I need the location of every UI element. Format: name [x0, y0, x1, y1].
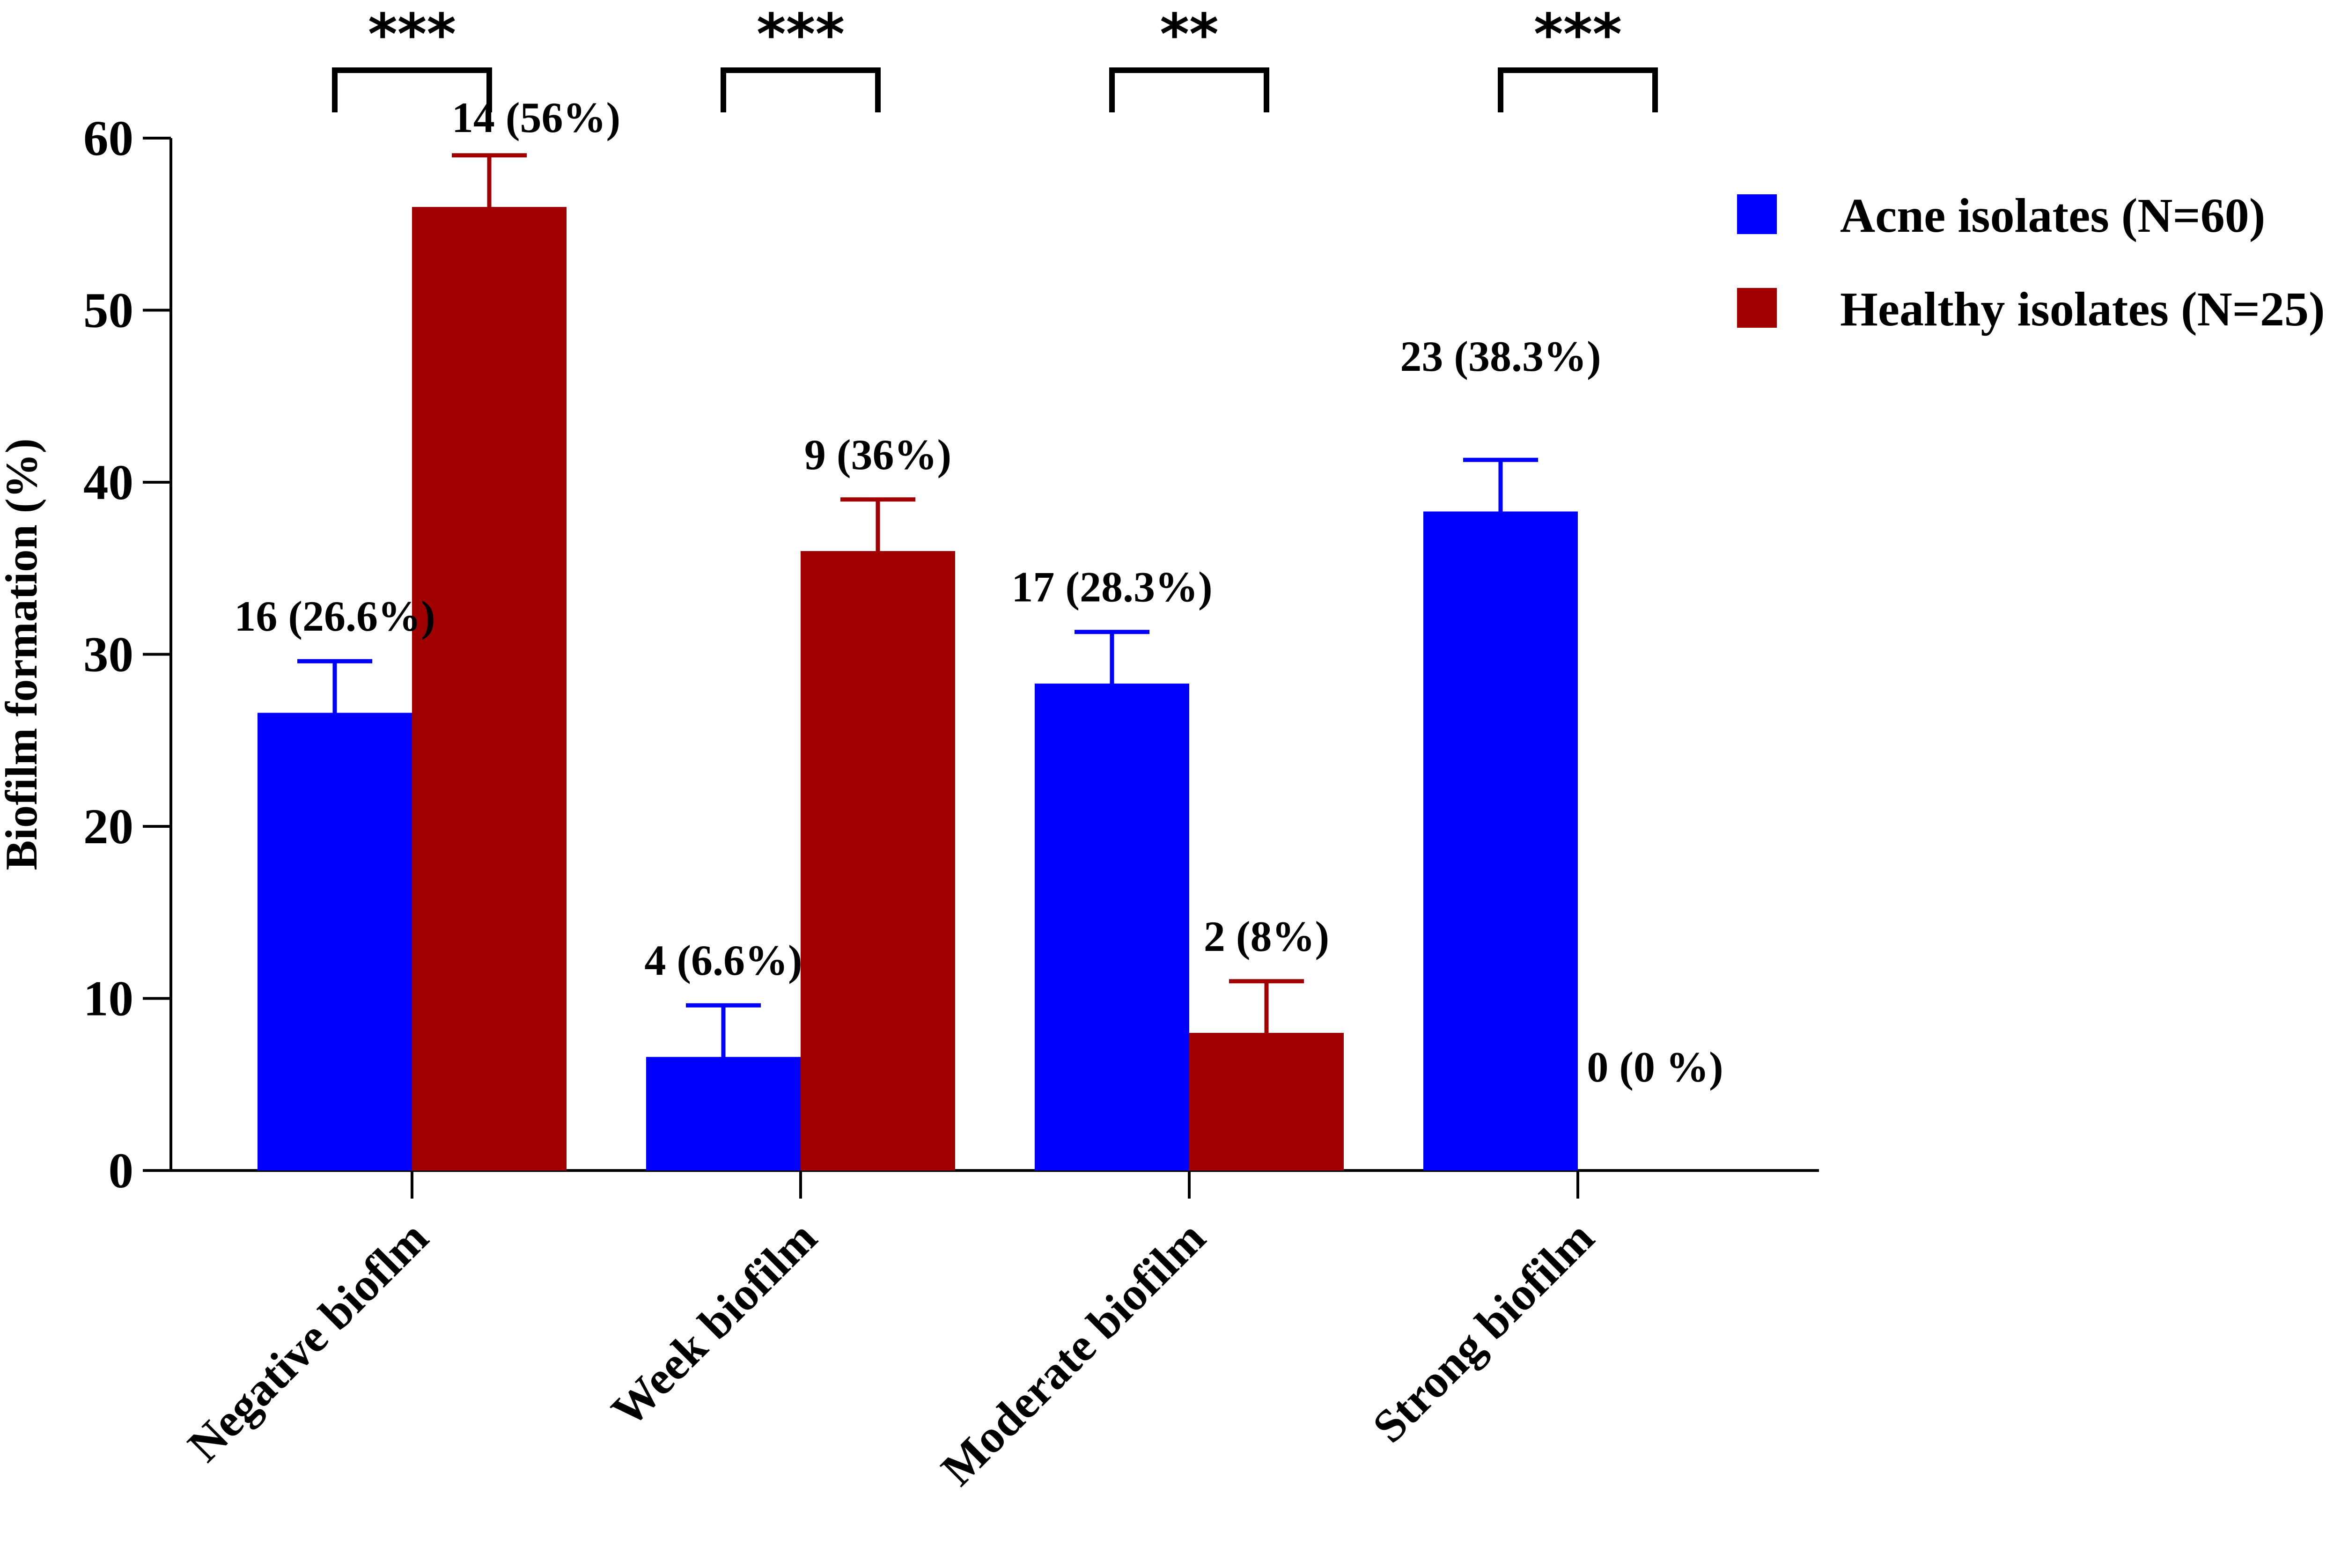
y-axis-label: Biofilm formation (%): [0, 438, 46, 870]
bar-acne: [258, 713, 412, 1170]
legend-swatch: [1737, 194, 1777, 234]
significance-bracket: [1498, 67, 1658, 112]
y-tick-label: 50: [83, 283, 133, 339]
data-label: 2 (8%): [1204, 913, 1329, 960]
data-label: 0 (0 %): [1587, 1043, 1723, 1091]
significance-brackets: *** *** ** ***: [332, 2, 1658, 112]
error-bars: [297, 153, 1538, 1057]
bar-healthy: [412, 207, 567, 1170]
significance-label: **: [1160, 2, 1219, 67]
y-tick-label: 20: [83, 799, 133, 854]
significance-bracket: [1109, 67, 1269, 112]
data-label: 17 (28.3%): [1011, 563, 1212, 611]
bar-acne: [1423, 511, 1578, 1170]
significance-label: ***: [1534, 2, 1622, 67]
bar-acne: [1035, 683, 1189, 1170]
y-tick-label: 10: [83, 972, 133, 1027]
significance-bracket: [721, 67, 881, 112]
data-labels: 16 (26.6%) 4 (6.6%) 17 (28.3%) 23 (38.3%) 14…: [234, 94, 1723, 1091]
significance-bracket: [332, 67, 492, 112]
y-tick-label: 60: [83, 111, 133, 166]
bars: [258, 207, 1578, 1170]
y-tick-label: 30: [83, 627, 133, 683]
data-label: 4 (6.6%): [644, 936, 802, 984]
data-label: 16 (26.6%): [234, 592, 435, 640]
data-label: 9 (36%): [804, 431, 951, 478]
data-label: 14 (56%): [452, 94, 620, 141]
bar-healthy: [801, 551, 955, 1170]
x-tick-label: Week biofilm: [601, 1211, 826, 1436]
legend-label: Healthy isolates (N=25): [1840, 282, 2325, 336]
x-tick-label: Negative bioflm: [178, 1211, 438, 1472]
legend: Acne isolates (N=60) Healthy isolates (N=…: [1737, 189, 2325, 336]
y-tick-label: 40: [83, 455, 133, 510]
significance-label: ***: [368, 2, 456, 67]
x-tick-label: Strong biofilm: [1362, 1211, 1604, 1452]
bar-acne: [646, 1057, 801, 1170]
data-label: 23 (38.3%): [1400, 332, 1601, 380]
significance-label: ***: [757, 2, 845, 67]
bar-healthy: [1189, 1033, 1344, 1170]
legend-swatch: [1737, 288, 1777, 328]
y-tick-label: 0: [109, 1143, 134, 1199]
x-tick-label: Moderate biofilm: [931, 1211, 1215, 1495]
legend-label: Acne isolates (N=60): [1840, 189, 2265, 243]
